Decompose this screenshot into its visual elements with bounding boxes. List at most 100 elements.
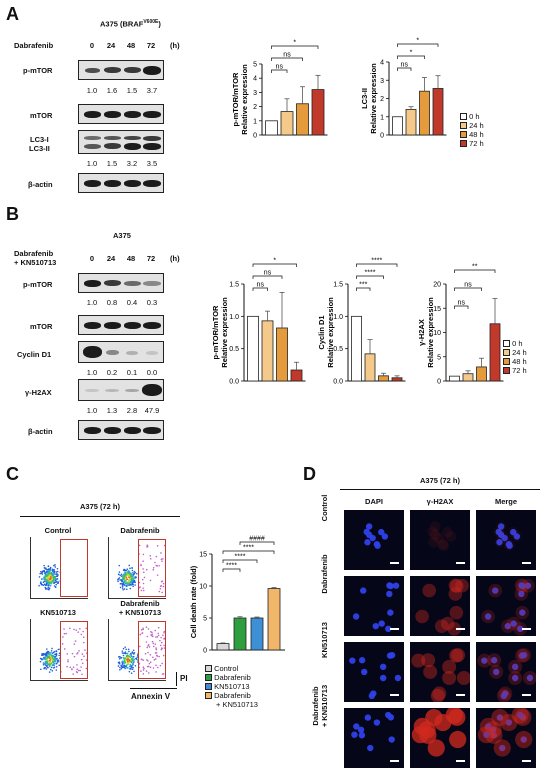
y-tick-label: 1.0 bbox=[333, 314, 343, 321]
h2ax-signal bbox=[411, 653, 426, 668]
panel-b-time-72: 72 bbox=[146, 254, 156, 263]
if-image bbox=[344, 576, 404, 636]
flow-event bbox=[140, 564, 142, 567]
significance-label: * bbox=[410, 50, 413, 57]
flow-event bbox=[141, 578, 144, 581]
flow-event bbox=[124, 651, 127, 653]
bar bbox=[247, 315, 259, 382]
quant-a-lc3-24: 1.5 bbox=[106, 159, 118, 168]
h2ax-signal bbox=[427, 526, 439, 538]
panel-label-b: B bbox=[6, 204, 19, 224]
flow-event bbox=[49, 577, 52, 580]
h2ax-signal bbox=[477, 653, 492, 668]
flow-event bbox=[133, 670, 135, 673]
flow-event bbox=[129, 653, 131, 656]
h2ax-signal bbox=[479, 717, 497, 736]
flow-event bbox=[160, 552, 162, 554]
flow-event bbox=[43, 667, 45, 670]
flow-event bbox=[134, 665, 137, 667]
flow-event bbox=[152, 567, 155, 569]
y-tick-label: 5 bbox=[203, 616, 207, 623]
flow-event bbox=[117, 665, 120, 667]
flow-event bbox=[153, 658, 156, 661]
blot-b-actin bbox=[78, 420, 164, 440]
if-image bbox=[476, 706, 536, 768]
blot-label-cyclin-d1: Cyclin D1 bbox=[17, 350, 52, 359]
col-label-merge: Merge bbox=[494, 497, 518, 506]
flow-event bbox=[157, 634, 160, 637]
y-axis-label: Relative expression bbox=[326, 297, 335, 368]
panel-b-time-24: 24 bbox=[106, 254, 116, 263]
flow-event bbox=[162, 585, 165, 588]
flow-event bbox=[118, 564, 121, 567]
scale-bar bbox=[456, 562, 465, 564]
flow-event bbox=[53, 662, 56, 665]
flow-event bbox=[69, 627, 71, 630]
flow-event bbox=[123, 666, 126, 668]
flow-event bbox=[71, 668, 73, 671]
y-tick-label: 1.5 bbox=[229, 282, 239, 289]
if-image bbox=[410, 510, 470, 570]
flow-event bbox=[77, 669, 80, 672]
flow-event bbox=[54, 573, 56, 575]
bar bbox=[250, 617, 264, 651]
panel-d-title-rule bbox=[340, 489, 540, 490]
flow-event bbox=[40, 570, 42, 573]
flow-label-dabrafenib: Dabrafenib bbox=[120, 526, 160, 535]
y-axis-label: LC3-II bbox=[360, 88, 369, 109]
flow-event bbox=[44, 656, 47, 658]
flow-event bbox=[119, 656, 122, 658]
flow-event bbox=[76, 653, 78, 655]
flow-event bbox=[146, 544, 149, 546]
flow-event bbox=[132, 579, 134, 581]
flow-event bbox=[125, 580, 127, 582]
flow-event bbox=[132, 666, 134, 669]
legend-item: 48 h bbox=[460, 130, 484, 139]
h2ax-signal bbox=[449, 730, 467, 749]
flow-event bbox=[49, 584, 52, 587]
bar bbox=[216, 643, 230, 651]
flow-event bbox=[119, 666, 121, 669]
bar bbox=[233, 617, 247, 651]
flow-event bbox=[128, 578, 131, 581]
blot-label-lc3-i: LC3-I bbox=[30, 135, 49, 144]
significance-bracket bbox=[252, 275, 283, 279]
flow-event bbox=[40, 583, 43, 586]
chart-a-p-mtor: 0 1 2 3 4 5 p-mTOR/mTOR Relative expression ns ns… bbox=[231, 40, 328, 140]
significance-bracket bbox=[271, 57, 303, 61]
legend-item: 0 h bbox=[503, 339, 527, 348]
flow-event bbox=[124, 646, 126, 648]
significance-label: ns bbox=[276, 64, 284, 71]
flow-event bbox=[149, 653, 152, 656]
legend-item: 72 h bbox=[503, 366, 527, 375]
h2ax-signal bbox=[503, 538, 515, 550]
flow-event bbox=[43, 564, 45, 567]
flow-event bbox=[58, 664, 61, 667]
legend-label: 0 h bbox=[512, 339, 523, 348]
if-image bbox=[344, 708, 404, 768]
flow-event bbox=[127, 656, 130, 659]
flow-event bbox=[48, 671, 51, 673]
significance-label: **** bbox=[371, 258, 382, 265]
flow-event bbox=[122, 666, 124, 669]
flow-event bbox=[147, 660, 149, 662]
h2ax-signal bbox=[511, 706, 529, 724]
nucleus bbox=[365, 523, 373, 530]
if-image bbox=[410, 642, 471, 703]
blot-b-p-mtor bbox=[78, 273, 164, 293]
scale-bar bbox=[522, 562, 531, 564]
flow-event bbox=[47, 584, 49, 587]
flow-event bbox=[56, 661, 59, 663]
flow-event bbox=[159, 639, 161, 642]
flow-event bbox=[73, 643, 76, 645]
flow-event bbox=[84, 649, 86, 651]
flow-event bbox=[124, 652, 127, 655]
flow-event bbox=[156, 574, 159, 576]
flow-event bbox=[128, 665, 131, 668]
flow-event bbox=[57, 574, 59, 576]
flow-event bbox=[54, 566, 57, 568]
y-tick-label: 20 bbox=[433, 282, 441, 289]
flow-event bbox=[45, 658, 47, 661]
flow-event bbox=[124, 657, 127, 660]
